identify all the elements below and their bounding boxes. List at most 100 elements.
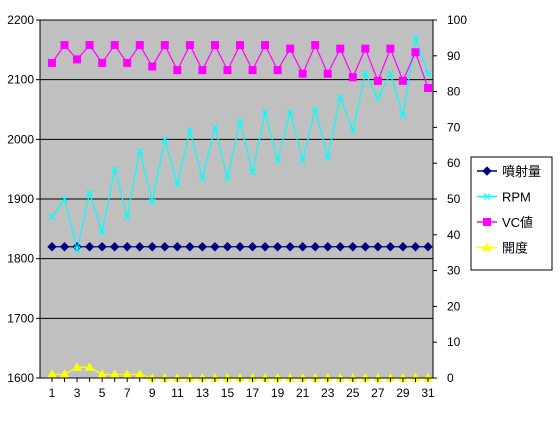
data-point [84, 242, 95, 252]
series-1 [48, 34, 432, 254]
x-marker-stroke [361, 70, 369, 78]
x-marker-stroke [111, 165, 119, 173]
left-tick-label: 1700 [7, 311, 34, 325]
x-tick-label: 31 [421, 386, 435, 400]
legend-entry: VC値 [477, 215, 533, 230]
right-tick-label: 30 [447, 264, 461, 278]
data-point [299, 156, 307, 164]
x-marker-stroke [161, 135, 169, 143]
x-marker-stroke [148, 198, 156, 206]
x-marker-stroke [386, 70, 394, 78]
data-point [335, 242, 345, 252]
data-point [110, 41, 119, 50]
data-point [123, 58, 132, 67]
data-point [47, 242, 57, 252]
legend-label: RPM [502, 190, 531, 205]
data-point [348, 242, 358, 252]
data-point [97, 242, 107, 252]
x-marker-stroke [311, 106, 319, 113]
x-marker-stroke [198, 174, 206, 182]
data-point [185, 242, 195, 252]
data-point [247, 242, 258, 252]
x-marker-stroke [261, 109, 269, 116]
legend-label: 開度 [502, 241, 528, 256]
data-point [98, 58, 107, 67]
x-marker-stroke [274, 156, 282, 164]
legend-marker [483, 193, 491, 200]
data-point [210, 242, 220, 252]
legend-box [470, 156, 553, 271]
data-point [360, 242, 371, 252]
series-2 [48, 41, 432, 93]
right-tick-label: 50 [447, 192, 461, 206]
x-tick-label: 21 [296, 386, 310, 400]
data-point [386, 70, 394, 78]
data-point [223, 66, 232, 75]
data-point [249, 168, 256, 176]
x-marker-stroke [286, 109, 294, 116]
axes: 1600 1700 1800 1900 2000 2100 2200 0 10 20 30 40 50 6… [7, 13, 467, 400]
data-point [109, 369, 120, 378]
data-point [86, 189, 94, 197]
data-point [73, 55, 82, 64]
right-tick-label: 20 [447, 299, 461, 313]
x-marker-stroke [186, 126, 194, 134]
right-tick-label: 80 [447, 85, 461, 99]
x-marker-stroke [224, 174, 231, 182]
data-point [186, 126, 194, 134]
right-tick-label: 70 [447, 120, 461, 134]
right-tick-label: 0 [447, 371, 454, 385]
x-tick-label: 7 [124, 386, 131, 400]
data-point [197, 242, 208, 252]
x-tick-label: 13 [196, 386, 210, 400]
plot-area [39, 19, 434, 382]
legend-marker [483, 218, 491, 226]
left-tick-label: 1900 [7, 192, 34, 206]
data-point [411, 48, 420, 57]
data-point [84, 362, 95, 371]
data-point [410, 242, 421, 252]
x-tick-label: 11 [171, 386, 184, 400]
data-point [97, 369, 107, 378]
data-point [310, 242, 320, 252]
data-point [60, 41, 69, 50]
x-marker-stroke [48, 213, 56, 221]
data-point [148, 62, 157, 71]
data-point [398, 242, 408, 252]
data-point [134, 369, 145, 378]
data-point [373, 242, 383, 252]
data-point [48, 213, 56, 221]
data-point [59, 242, 70, 252]
data-point [324, 153, 332, 161]
left-tick-label: 1600 [7, 371, 34, 385]
data-point [412, 34, 419, 42]
x-tick-label: 15 [221, 386, 235, 400]
data-point [336, 94, 344, 101]
data-point [109, 242, 120, 252]
x-marker-stroke [374, 94, 382, 101]
right-tick-label: 10 [447, 335, 461, 349]
x-marker-stroke [324, 153, 332, 161]
data-point [147, 242, 157, 252]
left-tick-label: 2000 [7, 132, 34, 146]
data-point [47, 369, 57, 378]
right-tick-label: 40 [447, 228, 461, 242]
data-point [72, 362, 82, 371]
data-point [385, 242, 396, 252]
x-marker-stroke [483, 193, 491, 200]
data-point [273, 66, 282, 75]
data-point [285, 242, 295, 252]
data-point [424, 84, 432, 93]
x-marker-stroke [336, 94, 344, 101]
data-point [111, 165, 119, 173]
x-marker-stroke [211, 123, 219, 131]
legend-entry: RPM [477, 190, 531, 205]
data-point [286, 109, 294, 116]
x-tick-label: 25 [346, 386, 360, 400]
data-point [211, 123, 219, 131]
data-point [398, 76, 407, 85]
data-point [424, 70, 432, 78]
x-tick-label: 19 [271, 386, 285, 400]
data-point [123, 213, 131, 221]
